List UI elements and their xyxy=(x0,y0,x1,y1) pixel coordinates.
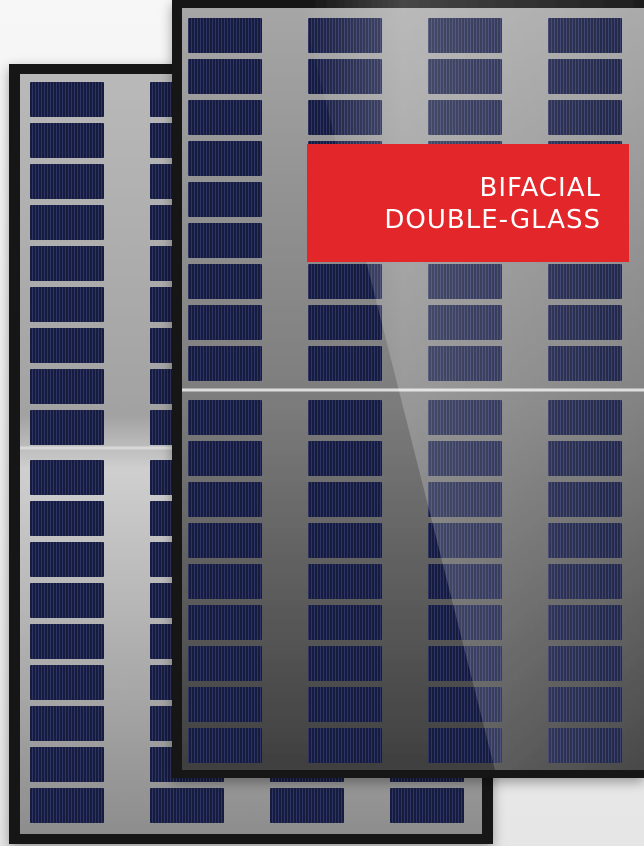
solar-cell xyxy=(30,369,104,404)
solar-cell xyxy=(188,482,262,517)
solar-cell xyxy=(188,441,262,476)
solar-cell xyxy=(188,264,262,299)
bifacial-double-glass-badge: BIFACIAL DOUBLE-GLASS xyxy=(307,144,629,262)
solar-cell xyxy=(188,182,262,217)
solar-cell xyxy=(188,605,262,640)
solar-cell xyxy=(308,305,382,340)
solar-cell xyxy=(188,687,262,722)
solar-cell xyxy=(308,523,382,558)
solar-cell xyxy=(188,728,262,763)
solar-cell xyxy=(308,346,382,381)
solar-cell xyxy=(308,441,382,476)
front-solar-panel xyxy=(172,0,644,778)
solar-cell xyxy=(30,287,104,322)
solar-cell xyxy=(308,564,382,599)
solar-cell xyxy=(188,100,262,135)
solar-cell xyxy=(308,400,382,435)
solar-cell xyxy=(308,482,382,517)
solar-cell xyxy=(30,410,104,445)
solar-cell xyxy=(30,706,104,741)
solar-cell xyxy=(30,624,104,659)
solar-cell xyxy=(390,788,464,823)
solar-cell xyxy=(30,123,104,158)
solar-cell xyxy=(308,264,382,299)
solar-cell xyxy=(188,400,262,435)
solar-cell xyxy=(30,246,104,281)
solar-cell xyxy=(308,646,382,681)
solar-cell xyxy=(30,542,104,577)
solar-cell xyxy=(30,665,104,700)
solar-cell xyxy=(188,523,262,558)
solar-cell xyxy=(150,788,224,823)
solar-cell xyxy=(30,583,104,618)
solar-cell xyxy=(428,728,502,763)
solar-cell xyxy=(308,728,382,763)
solar-cell xyxy=(188,305,262,340)
solar-cell xyxy=(188,346,262,381)
solar-cell xyxy=(30,460,104,495)
badge-line-1: BIFACIAL xyxy=(479,173,601,203)
solar-cell xyxy=(30,501,104,536)
solar-cell xyxy=(30,328,104,363)
solar-cell xyxy=(30,164,104,199)
solar-cell xyxy=(188,18,262,53)
solar-cell xyxy=(30,205,104,240)
solar-cell xyxy=(308,687,382,722)
solar-cell xyxy=(188,141,262,176)
solar-cell xyxy=(30,747,104,782)
solar-cell xyxy=(308,605,382,640)
solar-cell xyxy=(188,646,262,681)
badge-line-2: DOUBLE-GLASS xyxy=(384,205,601,235)
solar-cell xyxy=(188,59,262,94)
solar-cell xyxy=(30,788,104,823)
solar-cell xyxy=(30,82,104,117)
solar-cell xyxy=(270,788,344,823)
solar-cell xyxy=(188,223,262,258)
solar-cell xyxy=(188,564,262,599)
